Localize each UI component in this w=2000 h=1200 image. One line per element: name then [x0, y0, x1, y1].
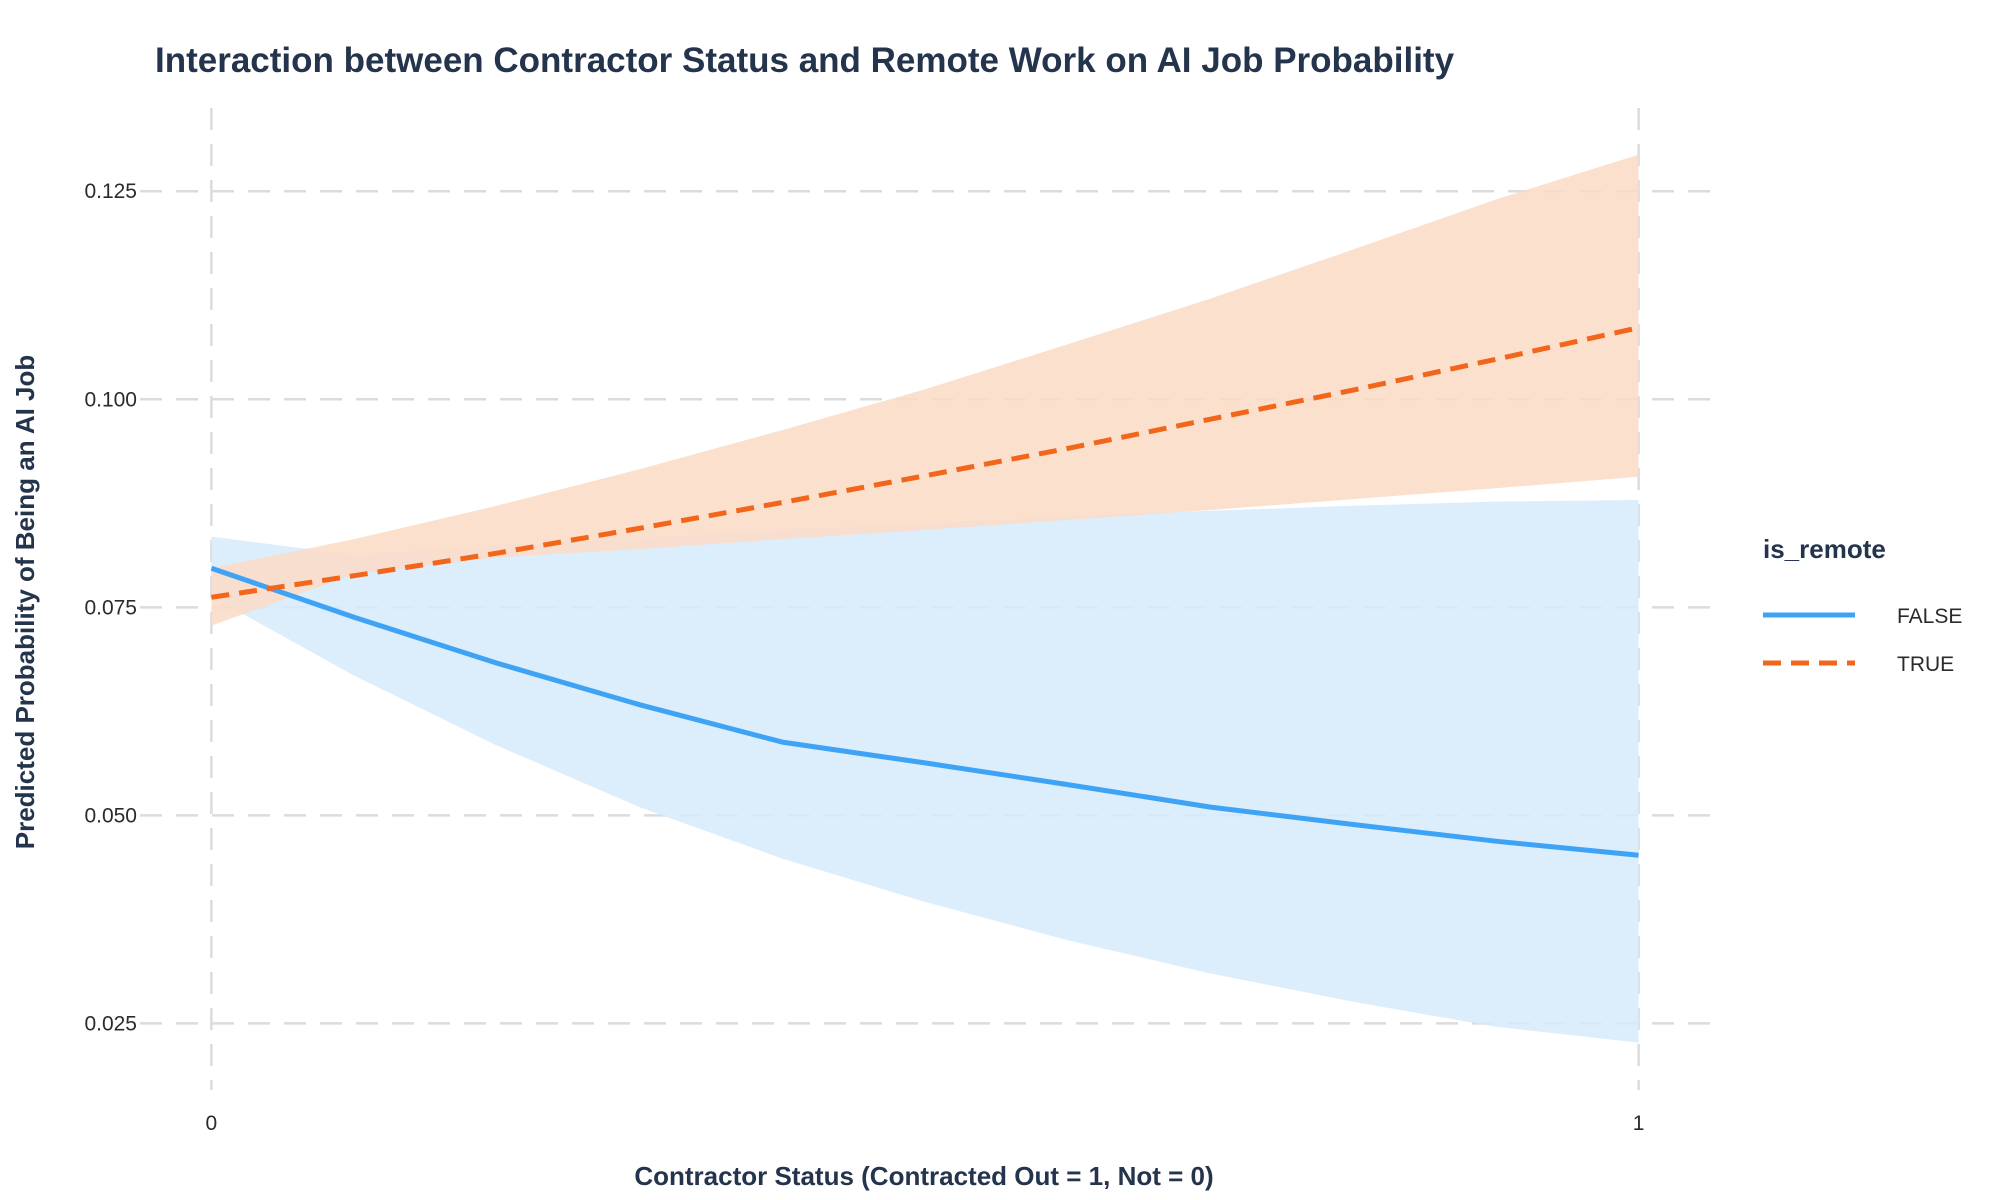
confidence-band-true: [211, 154, 1639, 626]
confidence-bands: [211, 154, 1639, 1043]
y-tick-label-2: 0.075: [84, 596, 137, 619]
series-line-true: [211, 325, 1640, 600]
y-tick-label-0: 0.025: [84, 1012, 137, 1035]
tick-labels: 0.025 0.050 0.075 0.100 0.125 0 1: [84, 180, 1644, 1135]
x-axis-title: Contractor Status (Contracted Out = 1, N…: [634, 1161, 1213, 1191]
x-tick-label-0: 0: [206, 1112, 218, 1135]
legend-title: is_remote: [1763, 534, 1886, 564]
y-tick-label-3: 0.100: [84, 388, 137, 411]
legend-label-false: FALSE: [1897, 605, 1962, 628]
legend: is_remote FALSE TRUE: [1763, 534, 1962, 676]
x-tick-label-1: 1: [1633, 1112, 1645, 1135]
confidence-band-false: [211, 500, 1639, 1043]
y-axis-title: Predicted Probability of Being an AI Job: [10, 355, 40, 850]
legend-items: FALSE TRUE: [1763, 605, 1962, 676]
y-tick-label-4: 0.125: [84, 180, 137, 203]
legend-label-true: TRUE: [1897, 653, 1954, 676]
series-lines: [210, 325, 1640, 858]
y-tick-label-1: 0.050: [84, 804, 137, 827]
chart-title: Interaction between Contractor Status an…: [155, 41, 1455, 80]
series-line-false: [210, 565, 1639, 858]
